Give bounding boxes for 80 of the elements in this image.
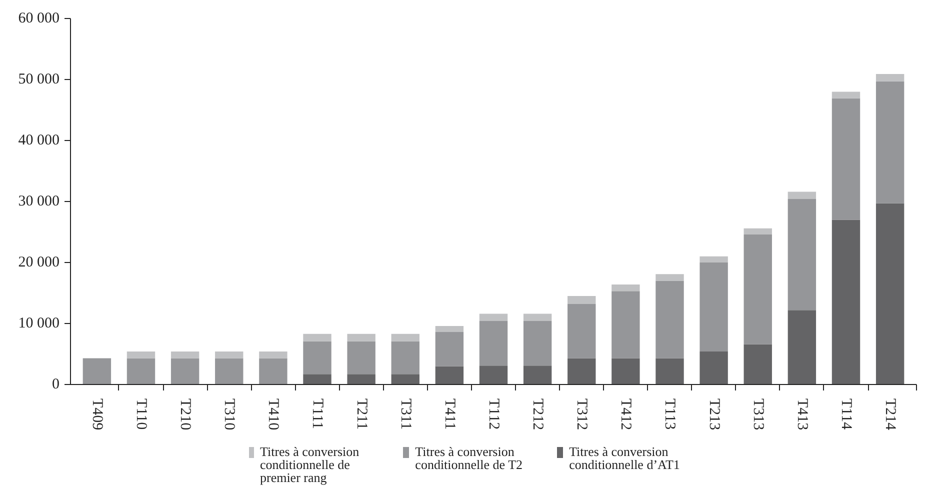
x-tick-label: T114 [838,398,854,430]
x-tick-label: T413 [794,398,810,430]
y-tick-label: 20 000 [18,254,60,270]
x-tick-label: T409 [88,398,105,430]
x-tick-label: T313 [750,398,766,430]
bar [612,358,640,384]
bar [612,284,640,292]
x-tick-label: T112 [486,398,502,430]
bar [479,314,508,322]
bar [523,321,552,366]
bar [788,310,816,384]
x-tick-label: T113 [662,398,678,430]
y-tick-label: 60 000 [18,10,60,26]
bar [303,341,332,374]
bar [832,98,860,220]
bar [479,366,508,384]
y-tick-label: 30 000 [18,194,60,210]
bar [523,366,552,384]
bar [126,352,156,358]
bar [612,291,640,358]
bar [744,228,772,234]
bar [435,332,464,366]
bar [788,192,816,200]
y-tick-label: 40 000 [18,132,60,148]
bar [347,374,376,384]
bar [303,334,332,342]
x-tick-label: T410 [265,398,282,430]
bar [259,358,288,384]
bar [876,81,904,204]
bar [832,220,860,384]
bar [435,326,464,332]
bar [700,352,728,384]
bar [391,334,420,342]
bar [876,74,904,82]
bar [700,256,728,262]
x-tick-label: T310 [221,398,238,430]
x-tick-label: T111 [309,398,326,430]
y-tick-label: 0 [52,376,60,392]
x-tick-label: T214 [882,398,898,431]
x-tick-label: T312 [574,398,590,430]
bar [435,366,464,384]
bar [656,274,684,281]
x-tick-label: T412 [618,398,634,430]
bar [832,92,860,98]
bar [876,203,904,384]
bar [479,321,508,366]
bar [523,314,552,322]
bar [788,199,816,310]
bar [744,344,772,384]
bar [82,358,112,384]
bar [215,358,244,384]
y-tick-label: 10 000 [18,316,60,332]
x-tick-label: T110 [133,398,149,430]
bar [568,358,596,384]
bar [170,352,200,358]
bar [391,341,420,374]
x-tick-label: T211 [353,398,370,430]
bar [126,358,156,384]
x-tick-label: T212 [530,398,546,430]
bar [568,304,596,358]
bar [347,341,376,374]
bar [568,296,596,304]
bar [303,374,332,384]
x-tick-label: T411 [441,398,458,430]
legend-label: Titres à conversion conditionnelle de T2 [415,444,524,472]
x-tick-label: T213 [706,398,722,430]
bar [656,358,684,384]
bar [391,374,420,384]
bar [656,280,684,358]
x-tick-label: T210 [177,398,194,430]
bar [744,234,772,344]
bar [259,352,288,358]
bar [347,334,376,342]
legend-label: Titres à conversion conditionnelle d’AT1 [569,444,681,472]
y-tick-label: 50 000 [18,72,60,88]
x-tick-label: T311 [397,398,414,430]
bar [215,352,244,358]
bar [170,358,200,384]
legend-label: Titres à conversion conditionnelle de premier rang [260,444,360,485]
bar [700,262,728,352]
